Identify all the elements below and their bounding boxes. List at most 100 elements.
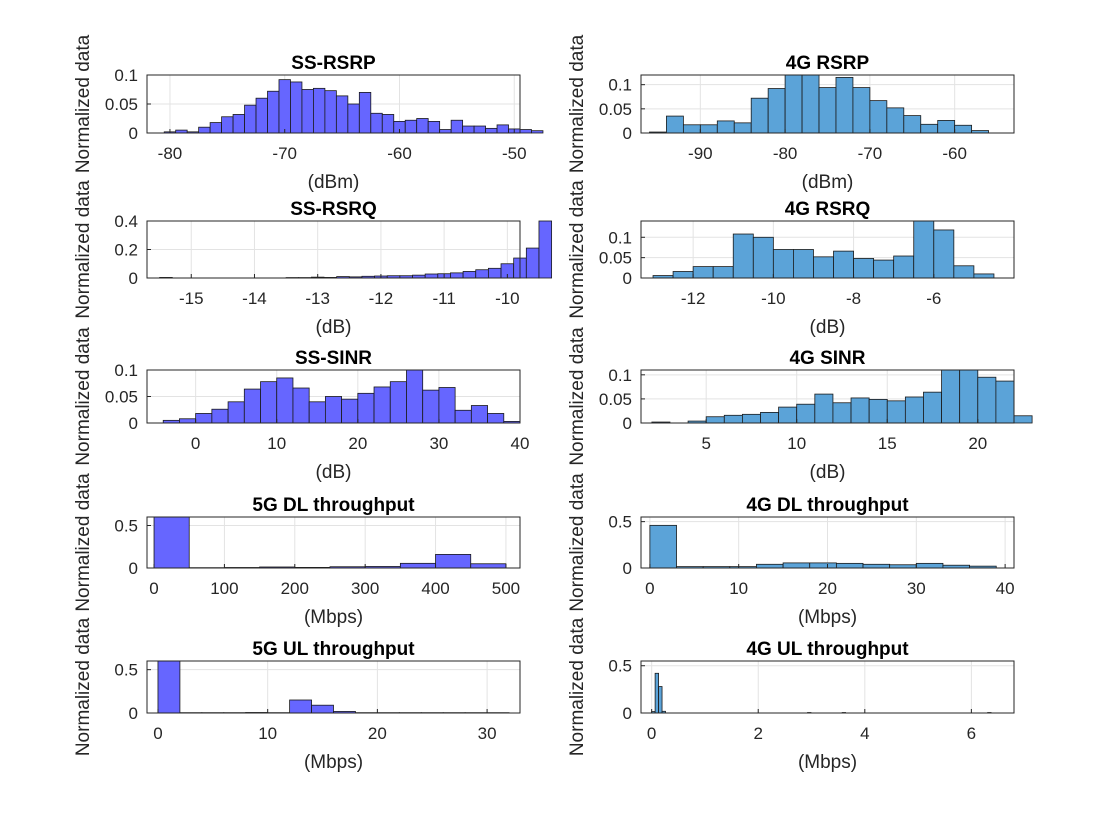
histogram-bar	[195, 413, 213, 424]
histogram-bar	[227, 401, 245, 424]
histogram-bar	[276, 377, 294, 424]
y-tick-label: 0.1	[608, 228, 632, 247]
histogram-bar	[211, 408, 229, 424]
histogram-bar	[732, 233, 754, 279]
y-tick-label: 0.05	[105, 95, 138, 114]
histogram-bar	[179, 418, 197, 424]
subplot-fiveg-dl: 0 100 200 300 400 500 0 0.5 5G DL throughput (Mbp…	[73, 473, 521, 628]
histogram-bar	[462, 125, 475, 134]
histogram-bar	[813, 256, 834, 279]
y-tick-label: 0	[129, 269, 138, 288]
x-tick-label: -12	[681, 289, 706, 308]
histogram-bar	[373, 386, 391, 424]
x-tick-label: 10	[787, 434, 806, 453]
x-tick-label: 0	[191, 434, 200, 453]
histogram-bar	[953, 265, 975, 279]
y-tick-label: 0.5	[608, 513, 632, 532]
axes-box	[640, 660, 1015, 714]
histogram-bar	[705, 416, 725, 424]
histogram-bar	[531, 130, 544, 134]
subplot-lte-ul: 0 2 4 6 0 0.5 4G UL throughput (Mbps) Normalized…	[567, 617, 1015, 773]
histogram-bar	[937, 120, 956, 134]
histogram-bars	[652, 220, 995, 279]
histogram-bar	[699, 124, 718, 134]
histogram-bar	[290, 81, 303, 134]
histogram-bar	[438, 387, 456, 424]
y-tick-label: 0	[623, 124, 632, 143]
histogram-bars	[162, 369, 521, 424]
histogram-bar	[260, 381, 278, 424]
histogram-bar	[832, 402, 852, 424]
histogram-bar	[712, 266, 734, 279]
histogram-bar	[422, 389, 440, 424]
x-tick-label: -60	[387, 144, 412, 163]
histogram-bar	[750, 97, 769, 134]
histogram-bar	[995, 380, 1015, 424]
histogram-bar	[835, 77, 854, 134]
x-tick-label: 10	[267, 434, 286, 453]
x-tick-label: 30	[478, 724, 497, 743]
subplot-lte-dl: 0 10 20 30 40 0 0.5 4G DL throughput (Mbps) Norma…	[567, 473, 1015, 628]
x-tick-label: -14	[242, 289, 267, 308]
x-axis-label: (dB)	[316, 317, 352, 338]
histogram-bar	[470, 563, 507, 569]
histogram-bar	[244, 104, 257, 134]
histogram-bar	[335, 95, 349, 134]
histogram-bar	[313, 87, 326, 134]
x-tick-label: 400	[421, 579, 449, 598]
y-tick-label: 0	[623, 414, 632, 433]
y-tick-label: 0.5	[114, 661, 138, 680]
subplot-title: 4G SINR	[789, 348, 865, 369]
x-tick-label: 100	[210, 579, 238, 598]
histogram-bar	[389, 381, 407, 424]
histogram-bar	[886, 107, 905, 134]
x-tick-label: -6	[926, 289, 941, 308]
histogram-bar	[893, 255, 915, 279]
histogram-bar	[666, 115, 684, 134]
histogram-bar	[519, 129, 532, 134]
histogram-bar	[475, 269, 489, 279]
histogram-bar	[324, 90, 337, 134]
subplot-title: SS-RSRQ	[290, 199, 377, 220]
histogram-bar	[462, 271, 477, 279]
histogram-bar	[760, 411, 780, 424]
x-tick-label: 0	[153, 724, 162, 743]
x-axis-label: (dBm)	[308, 172, 360, 193]
histogram-bar	[941, 369, 961, 424]
x-tick-label: 4	[860, 724, 869, 743]
x-tick-label: 0	[149, 579, 158, 598]
x-axis-label: (dB)	[810, 462, 846, 483]
histogram-bar	[954, 124, 973, 134]
y-tick-label: 0	[129, 704, 138, 723]
x-tick-label: -50	[502, 144, 527, 163]
y-tick-label: 0	[129, 124, 138, 143]
x-tick-label: -8	[846, 289, 861, 308]
histogram-bar	[341, 398, 359, 424]
histogram-bar	[404, 119, 418, 134]
histogram-bar	[853, 258, 875, 279]
y-tick-label: 0	[623, 559, 632, 578]
x-tick-label: -80	[773, 144, 798, 163]
y-tick-label: 0.5	[608, 657, 632, 676]
histogram-bar	[255, 97, 268, 134]
histogram-bar	[406, 369, 424, 424]
subplot-fiveg-ul: 0 10 20 30 0 0.5 5G UL throughput (Mbps) Normali…	[73, 617, 521, 773]
histogram-bar	[809, 562, 837, 569]
histogram-bar	[818, 87, 837, 134]
histogram-bar	[473, 125, 486, 134]
y-axis-label: Normalized data	[73, 617, 94, 756]
y-tick-label: 0	[623, 704, 632, 723]
y-axis-label: Normalized data	[73, 34, 94, 173]
y-axis-label: Normalized data	[567, 180, 588, 319]
histogram-bar	[278, 79, 291, 134]
axes-box	[640, 220, 1015, 279]
histogram-bar	[862, 563, 891, 569]
histogram-bar	[793, 249, 814, 279]
x-axis-label: (Mbps)	[798, 607, 857, 628]
x-tick-label: 2	[753, 724, 762, 743]
histogram-bar	[723, 414, 743, 424]
x-tick-label: 10	[729, 579, 748, 598]
x-tick-label: 0	[647, 724, 656, 743]
histogram-bar	[450, 119, 464, 134]
y-tick-label: 0	[129, 414, 138, 433]
